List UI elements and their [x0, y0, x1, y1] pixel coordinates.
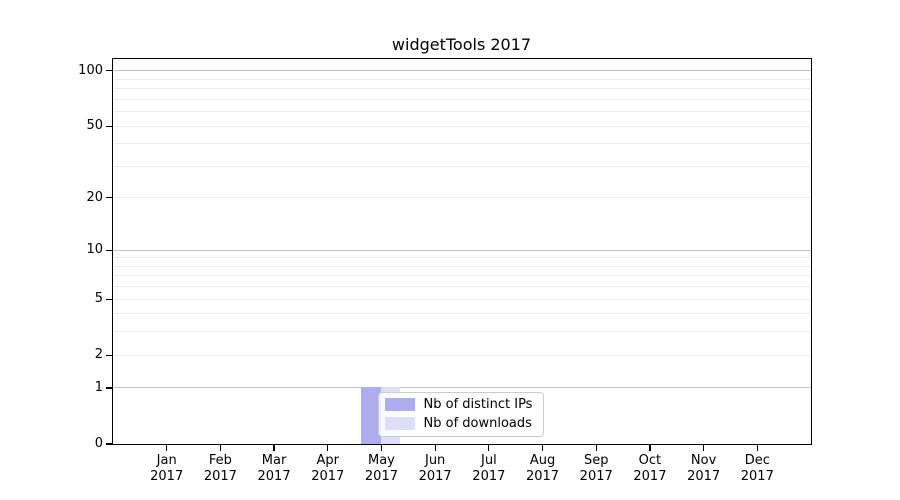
y-tick-label: 0: [94, 436, 103, 451]
x-tick: [166, 445, 168, 451]
x-tick: [488, 445, 490, 451]
legend-entry-distinct-ips: Nb of distinct IPs: [384, 396, 535, 412]
x-tick: [434, 445, 436, 451]
major-gridline: [112, 70, 811, 72]
x-tick-month: Aug: [529, 453, 556, 468]
minor-gridline: [112, 275, 811, 277]
minor-gridline: [112, 197, 811, 199]
x-tick-year: 2017: [364, 468, 398, 484]
y-tick-label: 10: [86, 242, 103, 258]
x-tick-year: 2017: [418, 468, 452, 484]
y-tick-label: 20: [86, 189, 103, 205]
x-tick-month: Sep: [583, 453, 609, 468]
y-tick: [106, 298, 112, 300]
y-tick: [106, 443, 112, 445]
plot-area: Nb of distinct IPs Nb of downloads: [111, 57, 812, 445]
x-tick-label: Oct 2017: [620, 453, 680, 484]
x-tick: [541, 445, 544, 451]
x-tick: [380, 445, 383, 451]
x-tick-label: Mar 2017: [244, 453, 304, 484]
x-tick-month: May: [368, 453, 395, 468]
x-tick-label: Apr 2017: [298, 453, 358, 484]
y-tick: [106, 249, 112, 251]
x-tick-month: Mar: [261, 453, 287, 468]
x-tick-year: 2017: [472, 468, 506, 484]
minor-gridline: [112, 257, 811, 259]
minor-gridline: [112, 125, 811, 127]
y-tick: [106, 354, 112, 356]
y-tick: [106, 387, 112, 389]
minor-gridline: [112, 354, 811, 356]
x-tick-label: Jun 2017: [405, 453, 465, 484]
x-tick-year: 2017: [740, 468, 774, 484]
x-tick: [327, 445, 329, 451]
x-tick-month: Jan: [156, 453, 177, 468]
x-tick-label: Jan 2017: [137, 453, 197, 484]
x-tick-month: Nov: [690, 453, 717, 468]
x-tick-year: 2017: [257, 468, 291, 484]
minor-gridline: [112, 111, 811, 113]
x-tick: [219, 445, 221, 451]
x-tick: [273, 445, 275, 451]
x-tick-label: Feb 2017: [190, 453, 250, 484]
x-tick-year: 2017: [633, 468, 667, 484]
minor-gridline: [112, 265, 811, 267]
x-tick-year: 2017: [203, 468, 237, 484]
minor-gridline: [112, 98, 811, 100]
major-gridline: [112, 387, 811, 389]
y-tick: [106, 125, 112, 127]
x-tick-year: 2017: [579, 468, 613, 484]
minor-gridline: [112, 286, 811, 288]
minor-gridline: [112, 143, 811, 145]
y-tick: [106, 70, 112, 72]
legend-label-downloads: Nb of downloads: [423, 415, 532, 431]
legend-entry-downloads: Nb of downloads: [384, 415, 535, 431]
x-tick-month: Apr: [316, 453, 340, 468]
legend-swatch-downloads: [384, 417, 415, 430]
x-tick: [756, 445, 758, 451]
x-tick-label: Aug 2017: [513, 453, 573, 484]
minor-gridline: [112, 298, 811, 300]
y-tick-label: 50: [86, 118, 103, 134]
x-tick-month: Dec: [744, 453, 770, 468]
y-tick-label: 100: [78, 62, 103, 78]
x-tick-month: Oct: [638, 453, 662, 468]
x-tick-year: 2017: [525, 468, 560, 484]
chart-title: widgetTools 2017: [391, 35, 532, 54]
x-tick: [595, 445, 597, 451]
x-tick-label: May 2017: [351, 453, 411, 484]
x-tick-label: Sep 2017: [566, 453, 626, 484]
x-tick-label: Dec 2017: [727, 453, 787, 484]
legend-label-distinct-ips: Nb of distinct IPs: [423, 396, 533, 412]
x-tick-month: Jul: [481, 453, 497, 468]
minor-gridline: [112, 331, 811, 333]
x-tick-label: Nov 2017: [674, 453, 734, 484]
y-tick-label: 5: [94, 291, 103, 307]
x-tick-month: Feb: [208, 453, 232, 468]
x-tick: [703, 445, 705, 451]
minor-gridline: [112, 165, 811, 167]
minor-gridline: [112, 313, 811, 315]
legend: Nb of distinct IPs Nb of downloads: [377, 391, 544, 437]
y-tick-label: 2: [94, 347, 103, 363]
x-tick: [649, 445, 651, 451]
minor-gridline: [112, 78, 811, 80]
y-tick: [106, 197, 112, 199]
y-tick-label: 1: [94, 379, 103, 395]
x-tick-year: 2017: [150, 468, 184, 484]
major-gridline: [112, 249, 811, 251]
x-tick-month: Jun: [424, 453, 446, 468]
x-tick-year: 2017: [687, 468, 721, 484]
minor-gridline: [112, 88, 811, 90]
bar-nb-of-distinct-ips-may: [361, 387, 381, 444]
x-tick-year: 2017: [311, 468, 345, 484]
x-tick-label: Jul 2017: [459, 453, 519, 484]
legend-swatch-distinct-ips: [384, 398, 415, 411]
